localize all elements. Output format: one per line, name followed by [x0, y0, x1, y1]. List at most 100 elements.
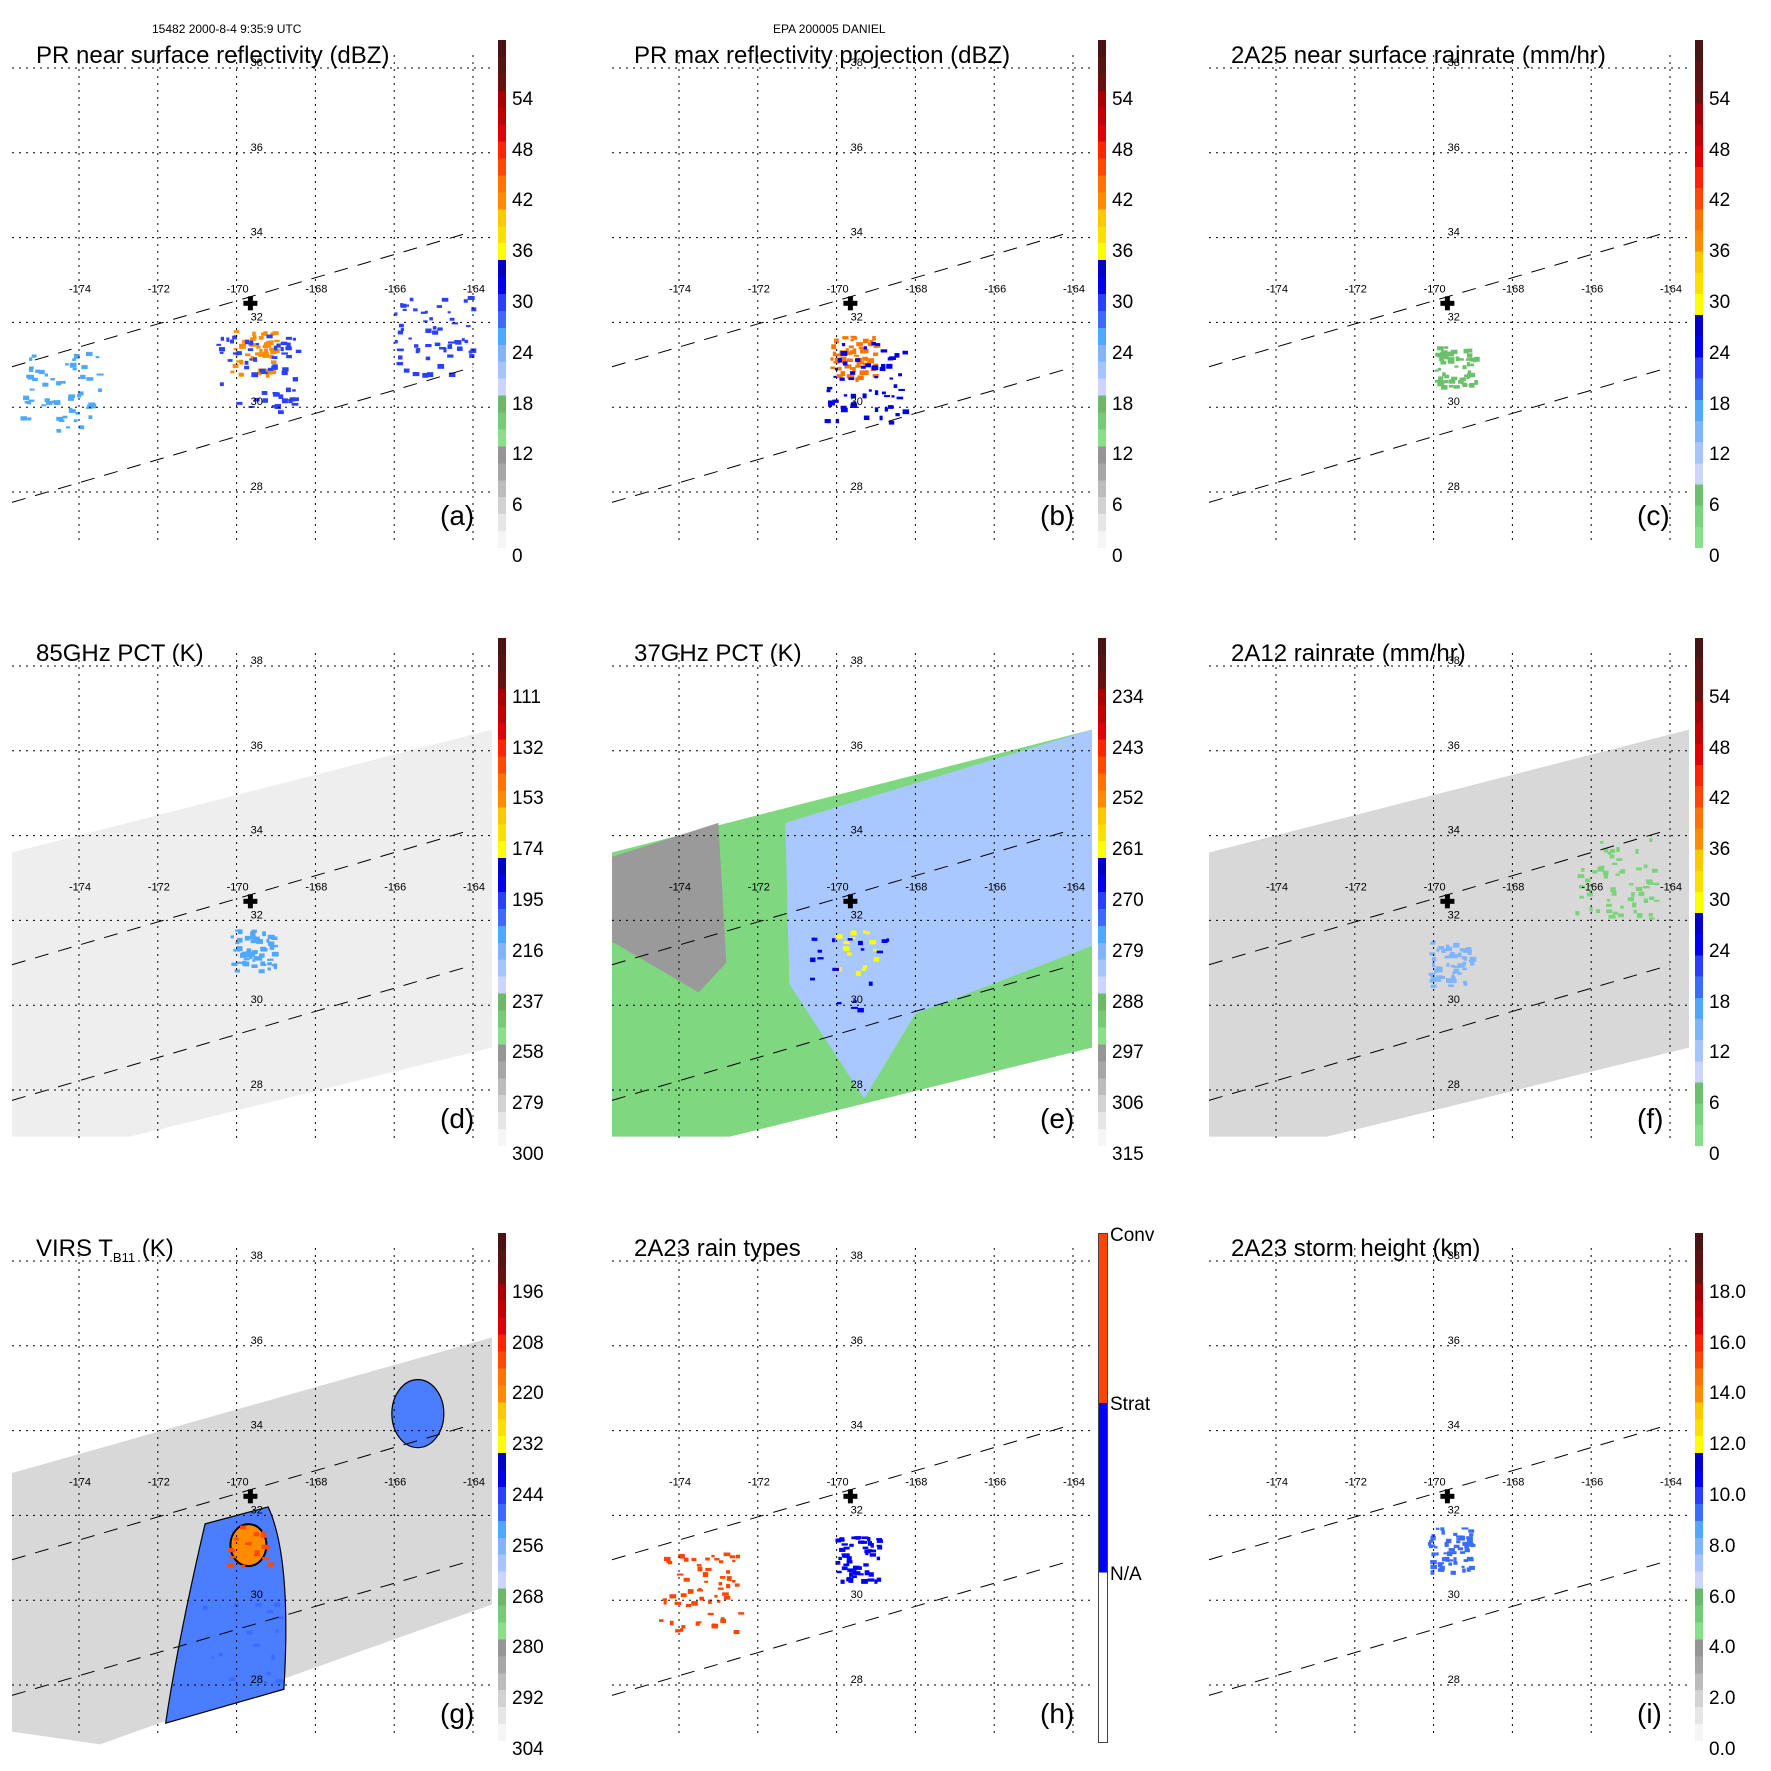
- colorbar-i: [1695, 1233, 1703, 1741]
- map-plot-e: -174 -172 -170 -168 -166 -164 38 36 34 32 30 28: [611, 653, 1092, 1138]
- rain-pixel: [412, 371, 420, 377]
- rain-pixel: [1444, 346, 1449, 349]
- rain-pixel: [292, 337, 296, 341]
- rain-pixel: [51, 400, 55, 404]
- map-plot-b: -174 -172 -170 -168 -166 -164 38 36 34 32 30 28: [611, 55, 1092, 540]
- rain-pixel: [1444, 355, 1449, 360]
- rain-pixel: [895, 413, 900, 417]
- colorbar-tick-label: 48: [512, 139, 534, 161]
- rain-pixel: [840, 1579, 845, 1584]
- colorbar-tick-label: 174: [512, 839, 544, 861]
- lon-tick-label: -174: [669, 882, 691, 894]
- rain-pixel: [219, 382, 224, 387]
- colorbar-tick-label: 36: [1709, 839, 1731, 861]
- rain-pixel: [1453, 1557, 1457, 1562]
- lon-tick-label: -174: [669, 1477, 691, 1489]
- rain-pixel: [863, 1563, 869, 1567]
- rain-pixel: [86, 406, 93, 409]
- rain-pixel: [266, 939, 270, 943]
- rain-pixel: [262, 351, 269, 355]
- rain-pixel: [258, 336, 264, 340]
- rain-pixel: [292, 377, 299, 382]
- rain-pixel: [861, 1536, 869, 1540]
- rain-pixel: [281, 398, 288, 404]
- rain-pixel: [394, 312, 398, 316]
- rain-pixel: [236, 937, 243, 943]
- rain-pixel: [843, 1563, 850, 1567]
- colorbar-tick-label: 232: [512, 1434, 544, 1456]
- rain-pixel: [449, 317, 455, 321]
- lon-tick-label: -166: [984, 284, 1006, 296]
- rain-pixel: [834, 367, 838, 371]
- rain-pixel: [1589, 906, 1593, 912]
- rain-pixel: [1618, 870, 1622, 874]
- rain-pixel: [894, 353, 900, 358]
- rain-pixel: [1459, 377, 1466, 381]
- pr-swath-lower-edge: [11, 1559, 474, 1696]
- rain-pixel: [1448, 384, 1454, 388]
- rain-pixel: [717, 1587, 724, 1590]
- rain-pixel: [269, 354, 274, 359]
- rain-pixel: [1438, 376, 1444, 382]
- rain-pixel: [81, 365, 88, 370]
- rain-pixel: [835, 934, 839, 938]
- rain-pixel: [845, 351, 853, 355]
- rain-pixel: [232, 352, 240, 355]
- rain-pixel: [90, 403, 97, 409]
- rain-pixel: [1447, 1551, 1453, 1557]
- panel-label-i: (i): [1637, 1698, 1662, 1729]
- rain-pixel: [880, 349, 888, 353]
- rain-pixel: [426, 372, 434, 378]
- lat-tick-label: 34: [851, 1420, 863, 1432]
- rain-pixel: [873, 949, 878, 952]
- rain-pixel: [1606, 898, 1610, 902]
- rain-pixel: [292, 389, 296, 392]
- pr-swath-upper-edge: [11, 828, 474, 966]
- colorbar-tick-label: 300: [512, 1144, 544, 1165]
- rain-pixel: [260, 371, 268, 374]
- rain-pixel: [836, 1002, 842, 1005]
- colorbar-tick-label: 36: [1709, 241, 1731, 263]
- rain-pixel: [876, 950, 884, 954]
- rain-pixel: [840, 356, 847, 362]
- rain-pixel: [864, 1570, 870, 1576]
- colorbar-tick-label: 54: [1112, 88, 1134, 110]
- rain-pixel: [1450, 1570, 1456, 1575]
- rain-pixel: [95, 356, 100, 359]
- rain-pixel: [451, 322, 459, 325]
- colorbar-tick-label: 18: [1112, 393, 1134, 415]
- panel-label-d: (d): [440, 1103, 475, 1134]
- rain-pixel: [852, 348, 857, 352]
- rain-pixel: [1470, 372, 1476, 378]
- rain-pixel: [708, 1599, 712, 1604]
- lon-tick-label: -168: [905, 1477, 927, 1489]
- rain-pixel: [1461, 1527, 1469, 1530]
- rain-pixel: [448, 372, 456, 378]
- lon-tick-label: -166: [1581, 882, 1603, 894]
- rain-pixel: [252, 331, 256, 337]
- lat-tick-label: 34: [1448, 825, 1460, 837]
- rain-pixel: [898, 388, 905, 391]
- rain-pixel: [666, 1560, 672, 1564]
- panel-title-b: PR max reflectivity projection (dBZ): [634, 42, 1011, 69]
- lat-tick-label: 38: [851, 655, 863, 667]
- colorbar-tick-label: 12: [1112, 444, 1134, 466]
- rain-pixel: [1611, 890, 1617, 896]
- rain-pixel: [840, 350, 848, 356]
- pr-swath-upper-edge: [611, 828, 1074, 966]
- rain-pixel: [62, 415, 68, 419]
- rain-pixel: [1463, 956, 1468, 961]
- pr-swath-lower-edge: [11, 366, 474, 503]
- rain-pixel: [871, 341, 876, 346]
- rain-pixel: [429, 317, 433, 321]
- rain-pixel: [253, 397, 260, 402]
- rain-pixel: [1430, 1560, 1437, 1564]
- pr-swath-lower-edge: [11, 964, 474, 1101]
- rain-pixel: [437, 327, 443, 331]
- lat-tick-label: 28: [1448, 1674, 1460, 1686]
- rain-pixel: [1447, 359, 1455, 364]
- panel-c: -174 -172 -170 -168 -166 -164 38 36 34 32 30 28 2A25…: [1197, 0, 1771, 567]
- rain-pixel: [219, 351, 224, 354]
- rain-pixel: [1648, 917, 1655, 920]
- rain-pixel: [658, 1619, 664, 1622]
